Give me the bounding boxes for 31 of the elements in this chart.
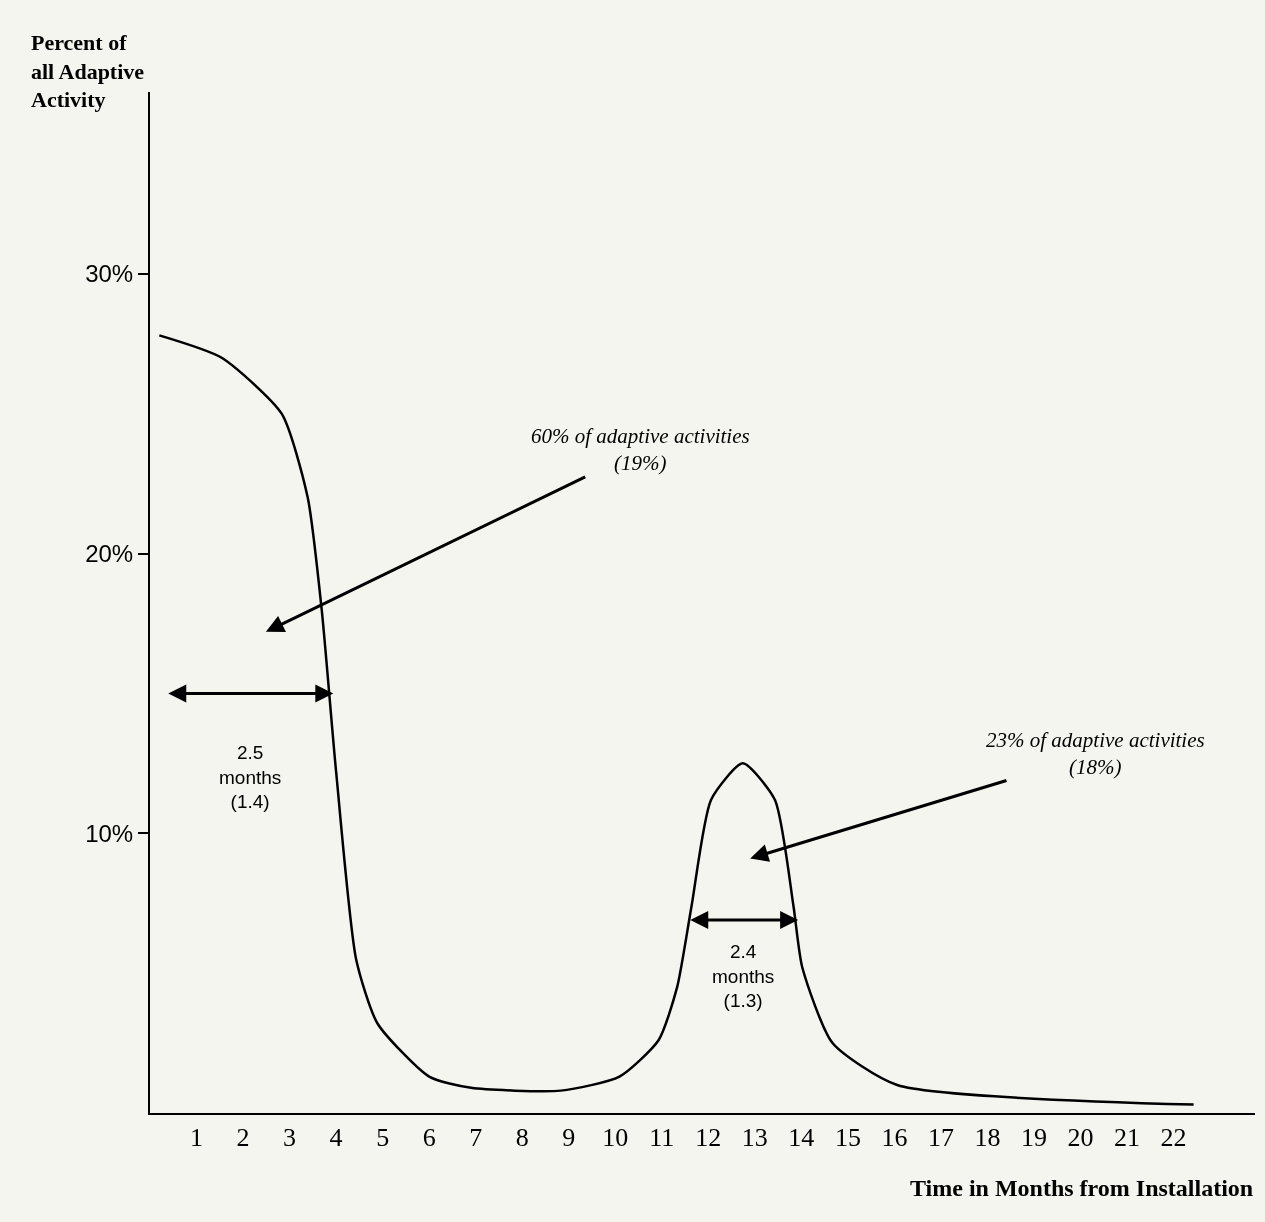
- x-tick-label: 16: [881, 1123, 908, 1153]
- x-tick-label: 9: [562, 1123, 576, 1153]
- y-axis-title: Percent of all Adaptive Activity: [31, 30, 145, 113]
- x-tick-label: 11: [649, 1123, 675, 1153]
- x-tick-label: 6: [422, 1123, 436, 1153]
- x-tick-label: 13: [741, 1123, 768, 1153]
- y-tick-label: 30%: [85, 260, 134, 288]
- x-tick-label: 18: [974, 1123, 1001, 1153]
- x-tick-label: 8: [515, 1123, 529, 1153]
- x-tick-label: 12: [695, 1123, 722, 1153]
- x-tick-label: 20: [1067, 1123, 1094, 1153]
- x-tick-label: 5: [376, 1123, 390, 1153]
- annotation: 23% of adaptive activities (18%): [986, 728, 1205, 780]
- x-tick-label: 2: [236, 1123, 250, 1153]
- annotation: 2.5 months (1.4): [219, 742, 282, 813]
- x-tick-label: 19: [1021, 1123, 1047, 1153]
- annotation: 60% of adaptive activities (19%): [531, 424, 750, 476]
- x-tick-label: 3: [283, 1123, 297, 1153]
- x-tick-label: 17: [927, 1123, 954, 1153]
- annotation: 2.4 months (1.3): [712, 941, 775, 1012]
- y-tick-label: 10%: [85, 819, 134, 847]
- x-tick-label: 10: [602, 1123, 629, 1153]
- x-axis-title: Time in Months from Installation: [910, 1175, 1254, 1201]
- x-tick-label: 15: [834, 1123, 861, 1153]
- x-tick-label: 4: [329, 1123, 343, 1153]
- y-tick-label: 20%: [85, 539, 134, 567]
- x-tick-label: 21: [1114, 1123, 1141, 1153]
- x-tick-label: 1: [190, 1123, 204, 1153]
- x-tick-label: 7: [469, 1123, 483, 1153]
- x-tick-label: 22: [1160, 1123, 1187, 1153]
- x-tick-label: 14: [788, 1123, 815, 1153]
